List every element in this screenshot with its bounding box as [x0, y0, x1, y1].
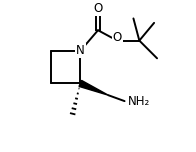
Text: O: O — [113, 31, 122, 44]
Text: NH₂: NH₂ — [128, 95, 150, 108]
Text: N: N — [76, 44, 85, 57]
Text: O: O — [93, 2, 103, 15]
Polygon shape — [79, 80, 108, 95]
